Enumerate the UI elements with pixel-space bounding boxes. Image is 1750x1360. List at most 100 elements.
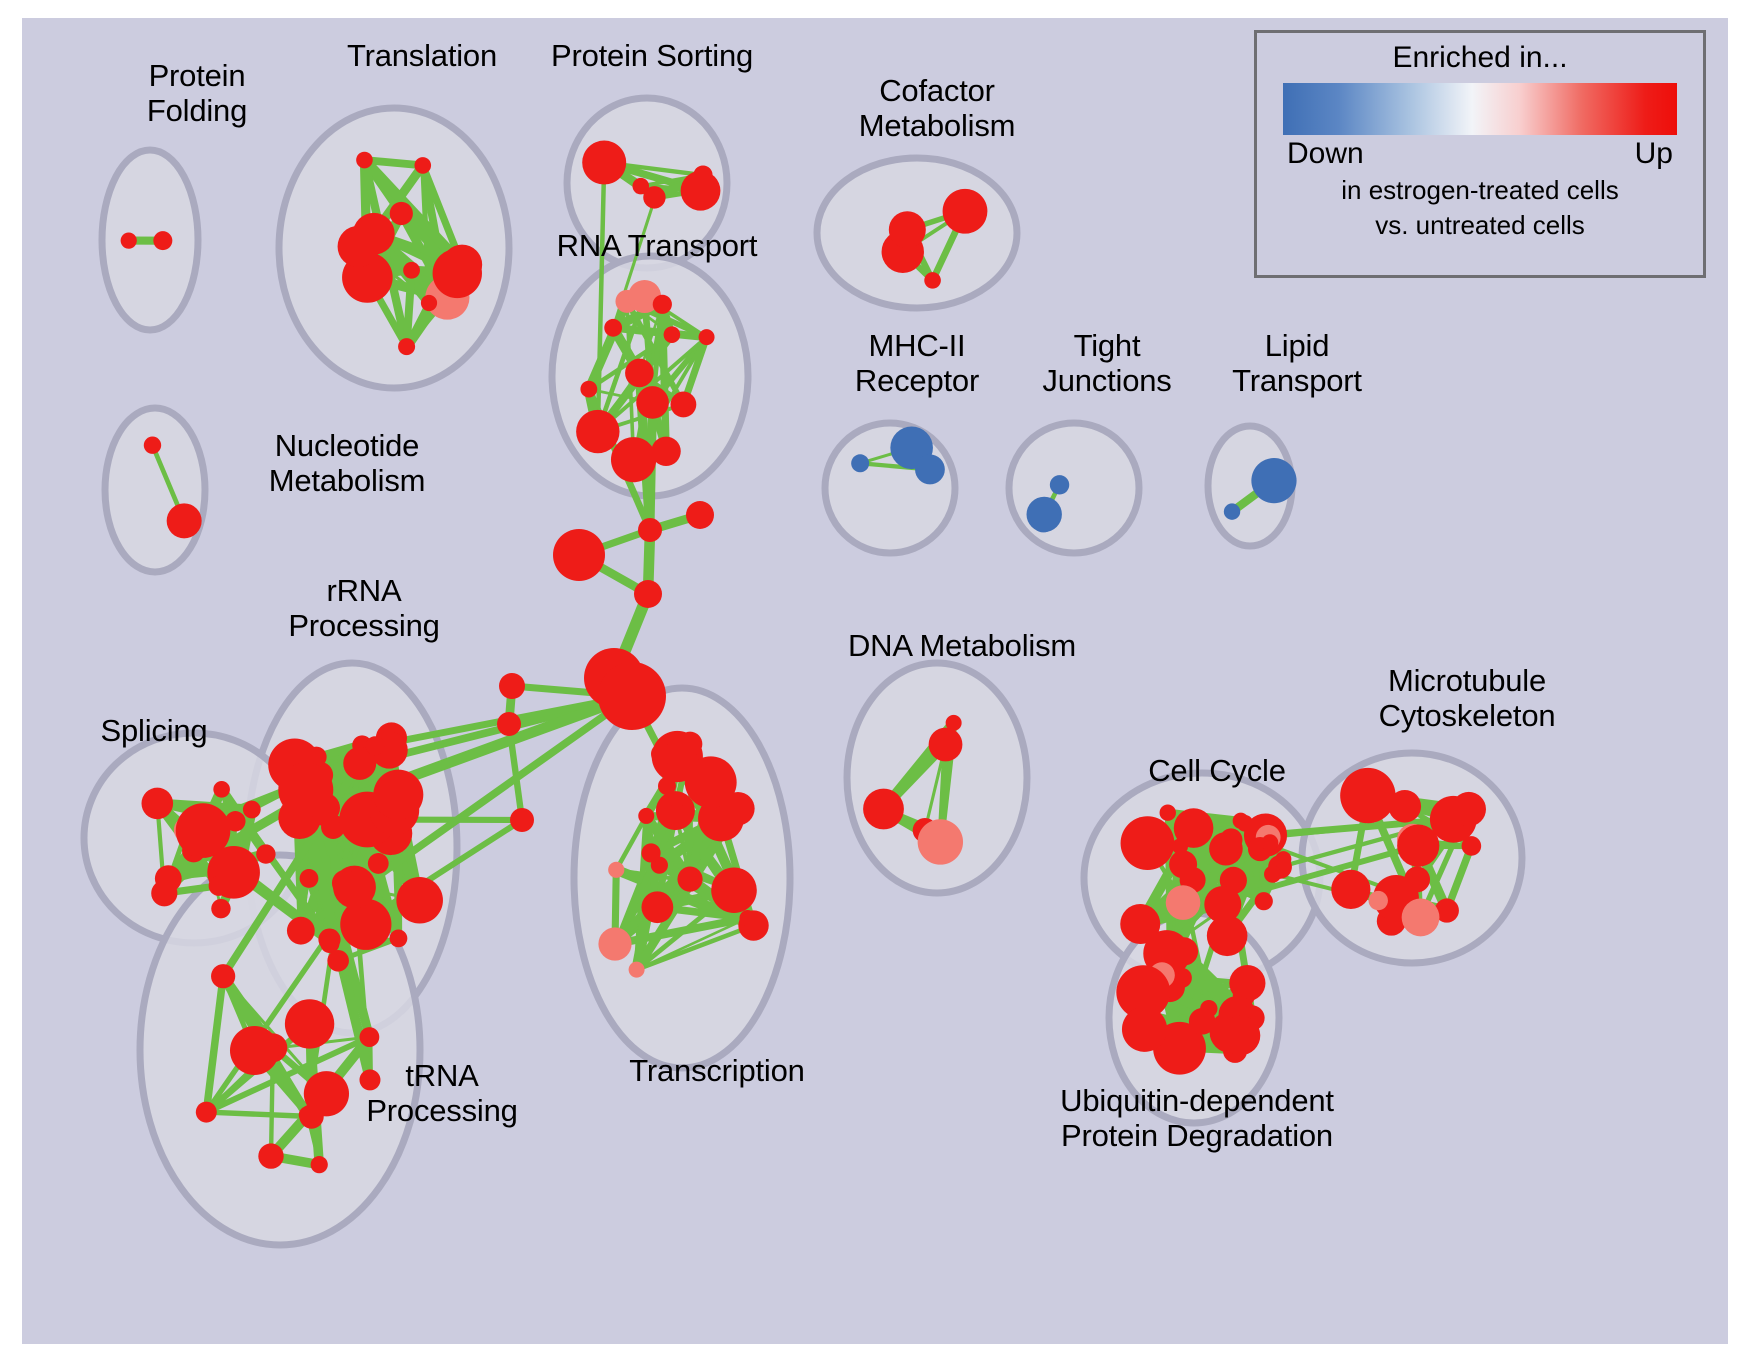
network-node[interactable] [510, 808, 534, 832]
network-node[interactable] [641, 891, 674, 924]
network-node[interactable] [634, 580, 662, 608]
network-node[interactable] [1172, 838, 1189, 855]
network-node[interactable] [645, 188, 665, 208]
network-node[interactable] [414, 157, 432, 174]
network-node[interactable] [1264, 865, 1282, 883]
network-node[interactable] [917, 819, 964, 865]
network-node[interactable] [208, 875, 229, 896]
network-node[interactable] [1049, 475, 1070, 495]
network-node[interactable] [1236, 815, 1254, 832]
network-node[interactable] [1026, 496, 1062, 533]
network-node[interactable] [359, 1069, 381, 1091]
network-node[interactable] [299, 869, 319, 888]
network-node[interactable] [398, 338, 416, 356]
network-node[interactable] [1261, 834, 1279, 852]
network-node[interactable] [608, 861, 625, 878]
network-node[interactable] [638, 518, 662, 542]
network-node[interactable] [1451, 791, 1486, 827]
network-node[interactable] [1434, 898, 1459, 923]
network-node[interactable] [625, 358, 654, 388]
network-node[interactable] [658, 777, 676, 795]
network-node[interactable] [258, 1143, 284, 1169]
network-node[interactable] [1204, 885, 1242, 923]
network-node[interactable] [942, 188, 988, 234]
network-node[interactable] [598, 927, 632, 961]
network-node[interactable] [225, 811, 246, 832]
network-node[interactable] [1206, 915, 1248, 957]
network-node[interactable] [693, 165, 713, 185]
network-node[interactable] [684, 756, 737, 809]
network-node[interactable] [739, 910, 756, 927]
network-node[interactable] [1397, 824, 1440, 867]
network-node[interactable] [320, 933, 340, 954]
network-node[interactable] [663, 326, 681, 343]
network-node[interactable] [389, 929, 408, 948]
network-node[interactable] [582, 140, 627, 185]
network-node[interactable] [1121, 1006, 1168, 1052]
network-node[interactable] [256, 844, 276, 864]
network-node[interactable] [1254, 892, 1273, 911]
network-node[interactable] [403, 261, 420, 279]
network-node[interactable] [641, 843, 661, 863]
network-node[interactable] [915, 454, 945, 485]
network-node[interactable] [359, 1027, 380, 1047]
network-node[interactable] [175, 803, 231, 858]
network-node[interactable] [863, 788, 904, 830]
network-node[interactable] [924, 272, 941, 289]
network-node[interactable] [242, 800, 261, 819]
network-node[interactable] [213, 781, 230, 798]
network-node[interactable] [651, 743, 673, 765]
network-node[interactable] [343, 746, 377, 780]
network-node[interactable] [1159, 804, 1176, 821]
network-node[interactable] [286, 916, 315, 945]
network-node[interactable] [120, 232, 137, 249]
network-node[interactable] [153, 231, 173, 251]
network-node[interactable] [299, 1104, 324, 1129]
network-node[interactable] [310, 1156, 328, 1174]
network-node[interactable] [284, 999, 335, 1049]
network-node[interactable] [553, 529, 605, 581]
network-node[interactable] [1173, 808, 1214, 848]
network-node[interactable] [151, 880, 178, 907]
network-node[interactable] [1368, 890, 1388, 911]
network-node[interactable] [604, 318, 623, 337]
network-node[interactable] [1188, 1008, 1216, 1035]
network-node[interactable] [928, 727, 963, 762]
network-node[interactable] [652, 294, 672, 314]
network-node[interactable] [389, 201, 413, 226]
network-node[interactable] [721, 791, 755, 826]
network-node[interactable] [211, 898, 231, 919]
network-node[interactable] [1251, 458, 1297, 504]
network-node[interactable] [141, 787, 174, 820]
network-node[interactable] [195, 1101, 217, 1123]
network-node[interactable] [229, 1025, 279, 1075]
network-node[interactable] [1229, 965, 1266, 1002]
network-node[interactable] [211, 964, 236, 989]
network-node[interactable] [945, 714, 962, 731]
network-node[interactable] [651, 436, 681, 467]
network-node[interactable] [420, 294, 438, 312]
network-node[interactable] [1223, 503, 1241, 520]
network-node[interactable] [1165, 885, 1201, 920]
network-node[interactable] [396, 876, 443, 924]
network-node[interactable] [636, 386, 669, 419]
network-node[interactable] [327, 949, 349, 972]
network-node[interactable] [711, 867, 757, 914]
network-node[interactable] [373, 769, 424, 820]
network-node[interactable] [677, 731, 703, 757]
network-node[interactable] [1220, 1015, 1261, 1056]
network-node[interactable] [166, 503, 202, 539]
network-node[interactable] [677, 866, 703, 892]
network-node[interactable] [1388, 790, 1422, 823]
network-node[interactable] [580, 380, 598, 398]
network-node[interactable] [1120, 904, 1161, 945]
network-node[interactable] [356, 151, 373, 169]
network-node[interactable] [1340, 767, 1396, 824]
network-node[interactable] [576, 409, 620, 454]
network-node[interactable] [497, 712, 521, 736]
network-node[interactable] [1331, 869, 1371, 910]
network-node[interactable] [340, 898, 392, 950]
network-node[interactable] [598, 662, 666, 730]
network-node[interactable] [331, 869, 359, 897]
network-node[interactable] [851, 454, 870, 473]
